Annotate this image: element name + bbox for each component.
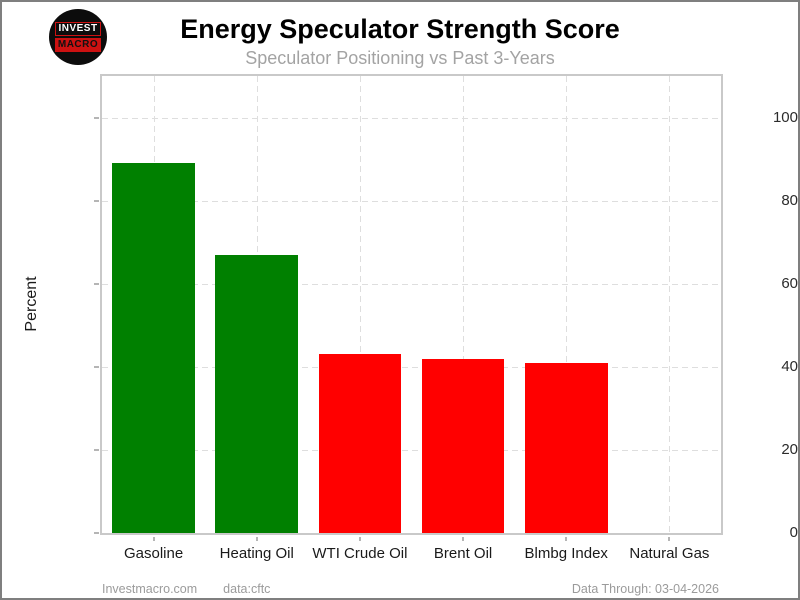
x-category-label-gasoline: Gasoline (123, 545, 184, 562)
x-tick-mark-natural-gas (668, 537, 671, 541)
x-tick-mark-heating-oil (255, 537, 258, 541)
y-tick-label-0: 0 (789, 524, 798, 541)
x-category-label-natural-gas: Natural Gas (629, 545, 710, 562)
y-tick-mark-80 (94, 199, 99, 202)
x-tick-mark-wti-crude-oil (358, 537, 361, 541)
bar-wti-crude-oil (318, 354, 402, 533)
plot-area (100, 74, 723, 535)
footer-attribution: Investmacro.com data:cftc (102, 582, 270, 596)
x-tick-mark-gasoline (152, 537, 155, 541)
y-tick-label-100: 100 (772, 108, 798, 126)
y-tick-mark-60 (94, 282, 99, 285)
y-tick-mark-0 (94, 532, 99, 534)
y-tick-label-80: 80 (781, 191, 798, 209)
gridline-h-20 (102, 449, 721, 451)
bar-heating-oil (215, 254, 298, 533)
bar-brent-oil (421, 358, 505, 533)
gridline-v-wti-crude-oil (360, 76, 361, 533)
bar-gasoline (112, 163, 195, 533)
y-tick-mark-100 (94, 116, 99, 119)
gridline-v-blmbg-index (566, 76, 567, 533)
x-category-label-blmbg-index: Blmbg Index (524, 545, 608, 562)
gridline-v-natural-gas (669, 76, 670, 533)
y-tick-label-60: 60 (781, 274, 798, 292)
gridline-v-brent-oil (463, 76, 464, 533)
y-axis-label: Percent (23, 276, 40, 332)
footer-site: Investmacro.com (102, 582, 198, 596)
y-tick-label-20: 20 (781, 440, 798, 458)
gridline-h-80 (102, 200, 721, 202)
gridline-h-100 (102, 117, 721, 119)
chart-subtitle: Speculator Positioning vs Past 3-Years (245, 48, 555, 68)
gridline-h-60 (102, 283, 721, 285)
footer-data-through: Data Through: 03-04-2026 (571, 582, 719, 596)
investmacro-logo: INVEST MACRO (49, 9, 107, 65)
chart-title: Energy Speculator Strength Score (180, 14, 620, 44)
y-tick-mark-40 (94, 365, 99, 368)
y-tick-mark-20 (94, 448, 99, 451)
x-category-label-brent-oil: Brent Oil (433, 545, 493, 562)
bar-blmbg-index (524, 362, 608, 533)
footer-data-source: data:cftc (223, 582, 271, 596)
x-tick-mark-blmbg-index (565, 537, 568, 541)
x-category-label-wti-crude-oil: WTI Crude Oil (312, 545, 408, 562)
y-tick-label-40: 40 (781, 357, 798, 375)
x-category-label-heating-oil: Heating Oil (219, 545, 294, 562)
logo-line-invest: INVEST (55, 22, 101, 36)
x-tick-mark-brent-oil (462, 537, 465, 541)
gridline-h-40 (102, 366, 721, 368)
logo-line-macro: MACRO (54, 38, 102, 52)
